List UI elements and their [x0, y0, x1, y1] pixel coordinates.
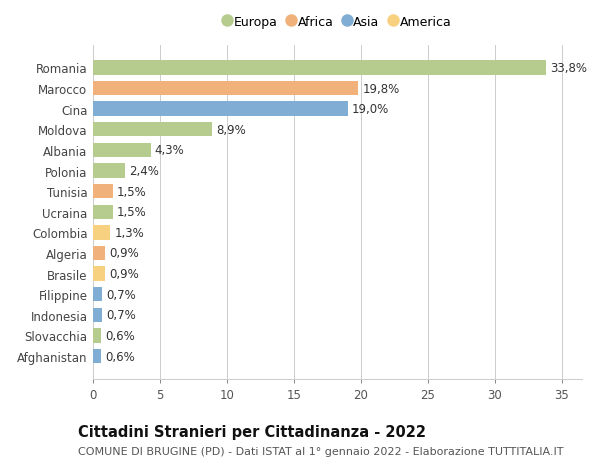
Text: 0,7%: 0,7%	[106, 288, 136, 301]
Bar	[93, 61, 546, 75]
Text: 0,9%: 0,9%	[109, 247, 139, 260]
Bar	[93, 226, 110, 240]
Text: 0,9%: 0,9%	[109, 268, 139, 280]
Text: COMUNE DI BRUGINE (PD) - Dati ISTAT al 1° gennaio 2022 - Elaborazione TUTTITALIA: COMUNE DI BRUGINE (PD) - Dati ISTAT al 1…	[78, 446, 563, 456]
Bar	[93, 123, 212, 137]
Bar	[93, 185, 113, 199]
Bar	[93, 329, 101, 343]
Bar	[93, 205, 113, 219]
Bar	[93, 82, 358, 96]
Bar	[93, 267, 105, 281]
Text: 0,7%: 0,7%	[106, 309, 136, 322]
Bar	[93, 143, 151, 158]
Text: 8,9%: 8,9%	[216, 123, 246, 136]
Text: 1,5%: 1,5%	[117, 206, 147, 219]
Text: 0,6%: 0,6%	[105, 329, 135, 342]
Bar	[93, 287, 103, 302]
Text: 33,8%: 33,8%	[550, 62, 587, 75]
Bar	[93, 246, 105, 261]
Text: 1,5%: 1,5%	[117, 185, 147, 198]
Text: Cittadini Stranieri per Cittadinanza - 2022: Cittadini Stranieri per Cittadinanza - 2…	[78, 425, 426, 440]
Bar	[93, 164, 125, 179]
Text: 19,8%: 19,8%	[362, 82, 400, 95]
Text: 4,3%: 4,3%	[155, 144, 184, 157]
Bar	[93, 349, 101, 364]
Text: 1,3%: 1,3%	[115, 226, 144, 239]
Legend: Europa, Africa, Asia, America: Europa, Africa, Asia, America	[224, 16, 451, 28]
Bar	[93, 102, 347, 117]
Text: 0,6%: 0,6%	[105, 350, 135, 363]
Text: 19,0%: 19,0%	[352, 103, 389, 116]
Text: 2,4%: 2,4%	[129, 165, 159, 178]
Bar	[93, 308, 103, 322]
